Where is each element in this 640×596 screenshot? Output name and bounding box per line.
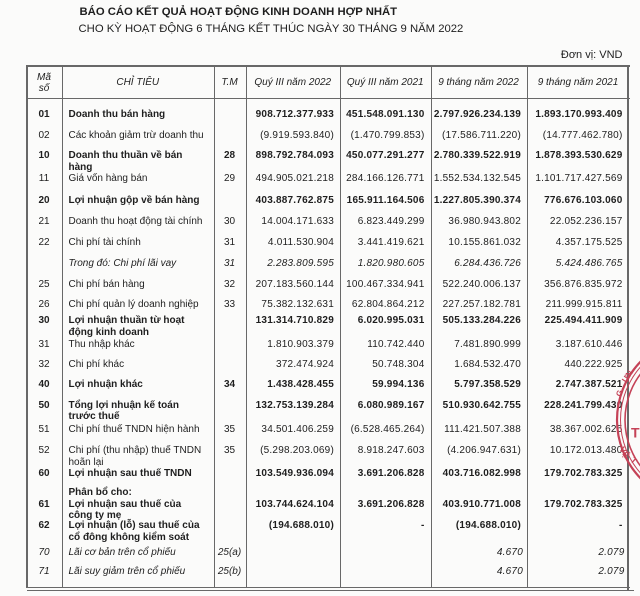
svg-text:VỆ: VỆ — [617, 444, 633, 460]
svg-text:G: G — [614, 389, 624, 398]
svg-text:T: T — [629, 455, 640, 466]
svg-text:TH: TH — [631, 425, 640, 441]
